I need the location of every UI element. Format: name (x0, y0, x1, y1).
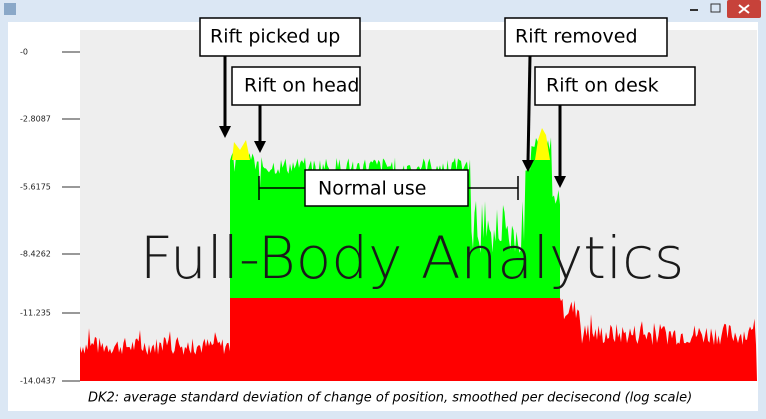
window-icon (4, 3, 16, 15)
yellow-area (535, 128, 550, 160)
annotation-boxes (199, 17, 696, 207)
arrowhead (554, 176, 566, 188)
y-tick-label: -11.235 (20, 309, 51, 318)
y-tick-label: -14.0437 (20, 377, 56, 386)
red-area (80, 298, 757, 381)
yellow-area (232, 140, 250, 160)
annotation-box (504, 17, 668, 57)
annotation-box (304, 169, 469, 207)
close-icon (738, 4, 750, 14)
arrow (526, 55, 532, 163)
arrowhead (219, 126, 231, 138)
annotation-box (534, 66, 696, 106)
annotation-box (199, 17, 361, 57)
arrowhead (522, 160, 534, 172)
watermark: Full-Body Analytics (140, 224, 684, 292)
arrowheads (219, 126, 566, 188)
caption: DK2: average standard deviation of chang… (88, 391, 692, 406)
annotation: Rift on desk (546, 75, 659, 97)
annotation: Rift picked up (210, 26, 340, 48)
annotation: Normal use (318, 178, 426, 200)
annotation-box (231, 66, 361, 106)
y-tick-label: -0 (20, 48, 28, 57)
y-tick-label: -5.6175 (20, 183, 51, 192)
y-tick-label: -2.8087 (20, 115, 51, 124)
arrowhead (254, 141, 266, 153)
annotation: Rift removed (515, 26, 638, 48)
maximize-icon (710, 3, 721, 13)
annotation: Rift on head (244, 75, 359, 97)
annotations (223, 55, 562, 178)
y-axis: -0 -2.8087 -5.6175 -8.4262 -11.235 -14.0437 (20, 48, 80, 386)
y-tick-label: -8.4262 (20, 250, 51, 259)
